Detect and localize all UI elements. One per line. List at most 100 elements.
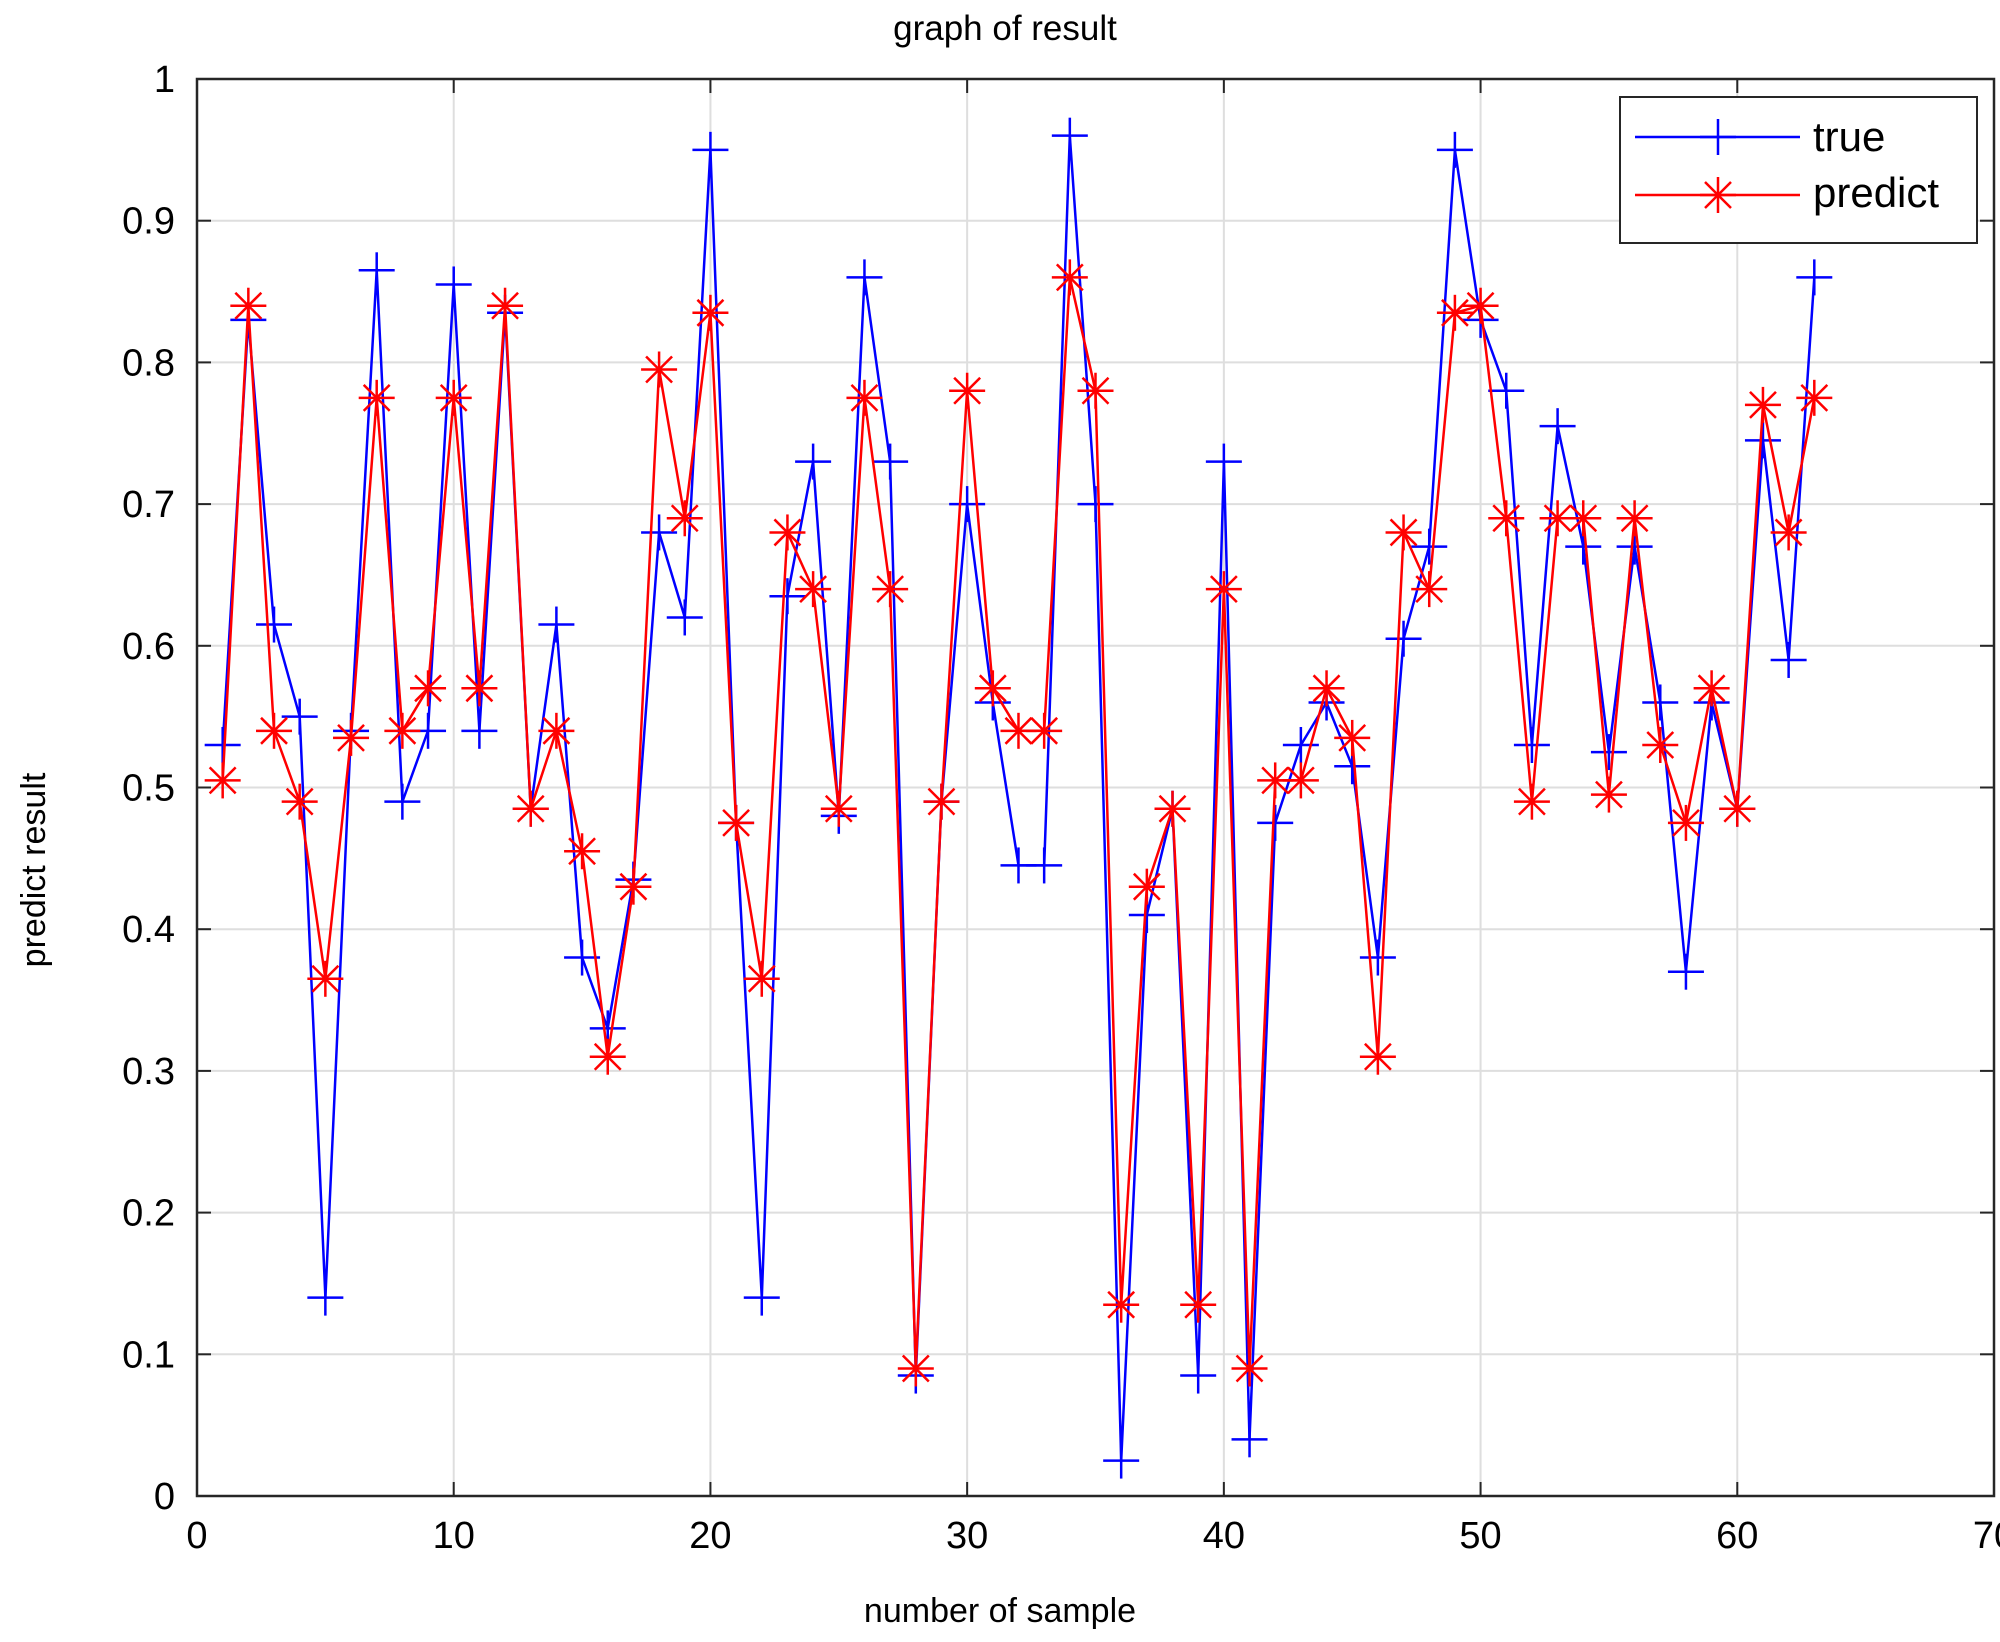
legend-predict-label: predict: [1813, 169, 1939, 216]
predict-point: [1436, 294, 1473, 331]
predict-point: [743, 960, 780, 997]
true-point: [1796, 259, 1833, 296]
predict-point: [564, 833, 601, 870]
predict-point: [795, 571, 832, 608]
predict-point-d2: [1646, 731, 1675, 759]
axis-ticks: 0 10 20 30 40 50 60 70 0 0.1 0.2 0.3 0.4 0.5 0.6 0.7 0.8…: [122, 59, 2000, 1557]
predict-point: [1308, 670, 1345, 707]
predict-point: [410, 670, 447, 707]
predict-point: [769, 514, 806, 551]
y-tick-label: 0.9: [122, 201, 175, 243]
predict-point: [487, 287, 524, 324]
true-point: [1385, 620, 1422, 657]
x-tick-label: 20: [689, 1515, 731, 1557]
predict-point-d2: [208, 766, 237, 795]
predict-point-d2: [1518, 787, 1546, 816]
predict-point: [1128, 868, 1165, 905]
predict-point: [692, 294, 729, 331]
predict-point-d2: [1235, 1354, 1264, 1383]
true-point: [384, 783, 421, 820]
predict-point: [718, 804, 755, 841]
true-point: [769, 578, 806, 615]
predict-point-d2: [1672, 809, 1700, 837]
x-tick-label: 40: [1203, 1515, 1245, 1557]
true-point: [1103, 1442, 1140, 1479]
predict-point-d2: [645, 355, 673, 384]
predict-point-d2: [850, 383, 879, 412]
true-point: [1744, 422, 1781, 459]
predict-point: [1616, 500, 1653, 537]
true-point: [281, 698, 318, 735]
predict-point-d2: [260, 716, 288, 745]
legend-box: [1619, 96, 1978, 244]
true-point: [1642, 684, 1679, 721]
x-tick-label: 60: [1716, 1515, 1758, 1557]
predict-point: [1693, 670, 1730, 707]
predict-point: [256, 712, 293, 749]
predict-point-d2: [1774, 518, 1803, 547]
predict-point-d2: [439, 383, 468, 412]
y-tick-label: 0.2: [122, 1193, 175, 1235]
true-point: [538, 606, 575, 643]
true-point: [641, 514, 678, 551]
predict-point-d2: [1107, 1290, 1136, 1319]
predict-point: [281, 783, 318, 820]
true-point: [1436, 131, 1473, 168]
grid: [197, 79, 1994, 1496]
predict-point-d2: [1364, 1042, 1392, 1071]
true-point: [1257, 804, 1294, 841]
predict-point: [1051, 259, 1088, 296]
predict-point: [1667, 804, 1704, 841]
true-point: [1051, 117, 1088, 154]
predict-point: [1282, 762, 1319, 799]
true-point: [435, 266, 472, 303]
true-point: [846, 259, 883, 296]
predict-point: [666, 500, 703, 537]
predict-point-d2: [1492, 504, 1521, 533]
predict-point: [1103, 1286, 1140, 1323]
predict-point-d2: [388, 716, 417, 745]
predict-point-d2: [516, 794, 545, 823]
predict-point-d2: [414, 674, 442, 703]
true-point: [1077, 486, 1114, 523]
true-point: [564, 939, 601, 976]
true-point: [692, 131, 729, 168]
legend-predict-marker-icon: [1700, 177, 1736, 213]
true-point: [1205, 443, 1242, 480]
predict-point-d2: [1286, 766, 1315, 795]
chart-title: graph of result: [893, 9, 1117, 48]
predict-point-d2: [337, 724, 365, 752]
predict-point: [1231, 1350, 1268, 1387]
y-tick-label: 0.1: [122, 1334, 175, 1376]
predict-point: [1411, 571, 1448, 608]
x-tick-label: 50: [1459, 1515, 1501, 1557]
true-point: [1539, 408, 1576, 445]
true-point: [795, 443, 832, 480]
predict-point-d2: [491, 291, 519, 320]
predict-point-d2: [670, 504, 699, 533]
predict-point-d2: [799, 575, 827, 604]
predict-point-d2: [824, 794, 853, 823]
predict-point-d2: [876, 575, 905, 604]
predict-point-d2: [1697, 674, 1726, 703]
predict-point-d2: [953, 376, 982, 405]
predict-point: [204, 762, 241, 799]
predict-point-d2: [1081, 376, 1110, 405]
predict-point-d2: [1543, 504, 1572, 533]
predict-point-d2: [1132, 872, 1161, 901]
predict-point-d2: [593, 1042, 622, 1071]
predict-point: [1257, 762, 1294, 799]
y-tick-label: 0.7: [122, 484, 175, 526]
true-point: [358, 252, 395, 289]
predict-point: [872, 571, 909, 608]
predict-point: [1180, 1286, 1217, 1323]
predict-point: [1565, 500, 1602, 537]
predict-point: [1719, 790, 1756, 827]
predict-point-d2: [1800, 383, 1829, 412]
predict-point-d2: [1595, 780, 1623, 809]
y-tick-label: 0.5: [122, 768, 175, 810]
predict-point: [358, 379, 395, 416]
predict-point-d2: [1569, 504, 1598, 533]
true-point: [1180, 1357, 1217, 1394]
true-point: [1282, 726, 1319, 763]
